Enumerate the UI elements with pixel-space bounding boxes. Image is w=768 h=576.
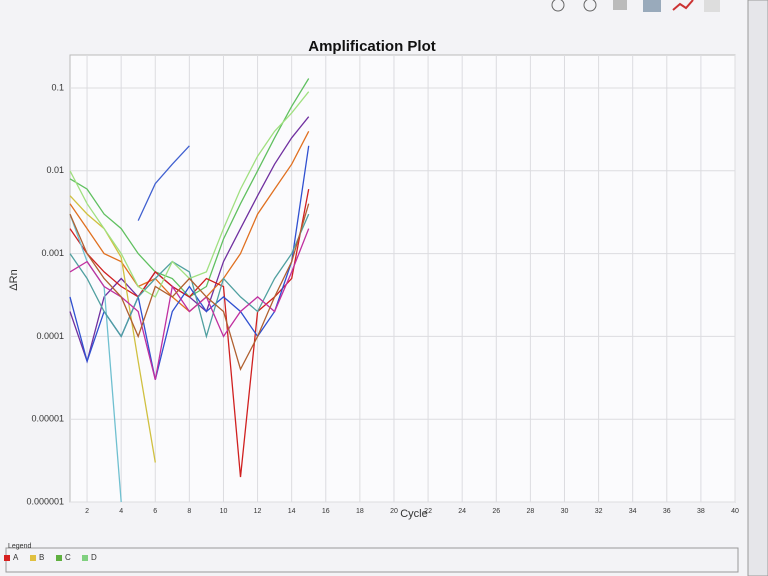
legend-swatch (56, 555, 62, 561)
x-tick-label: 34 (629, 508, 637, 515)
y-tick-label: 0.001 (41, 248, 64, 258)
x-tick-label: 14 (288, 508, 296, 515)
amplification-curve (69, 195, 156, 463)
x-tick-label: 16 (322, 508, 330, 515)
zoom-out-icon[interactable] (583, 0, 597, 12)
x-tick-label: 28 (526, 508, 534, 515)
legend-swatch (30, 555, 36, 561)
export-icon[interactable] (643, 0, 661, 12)
x-tick-label: 32 (595, 508, 603, 515)
amplification-curve (69, 188, 310, 478)
legend-label: A (13, 553, 19, 562)
legend-label: D (91, 553, 97, 562)
x-tick-label: 8 (187, 508, 191, 515)
y-axis-label: ΔRn (8, 269, 20, 290)
x-tick-label: 2 (85, 508, 89, 515)
y-tick-label: 0.01 (46, 165, 64, 175)
y-tick-label: 0.1 (51, 82, 64, 92)
x-tick-label: 26 (492, 508, 500, 515)
x-tick-label: 10 (220, 508, 228, 515)
graph-icon[interactable] (672, 0, 694, 11)
x-axis-label: Cycle (400, 508, 428, 520)
x-tick-label: 22 (424, 508, 432, 515)
plot-area (69, 54, 736, 503)
chart-title: Amplification Plot (308, 38, 436, 55)
x-tick-label: 38 (697, 508, 705, 515)
legend-swatch (82, 555, 88, 561)
legend-label: B (39, 553, 44, 562)
x-tick-label: 36 (663, 508, 671, 515)
x-tick-label: 40 (731, 508, 739, 515)
amplification-curve (137, 145, 190, 221)
toolbar (551, 0, 720, 12)
amplification-curve (69, 213, 310, 339)
y-tick-label: 0.00001 (31, 414, 64, 424)
x-tick-label: 6 (153, 508, 157, 515)
x-tick-label: 24 (458, 508, 466, 515)
x-tick-label: 4 (119, 508, 123, 515)
options-icon[interactable] (704, 0, 720, 12)
amplification-curve (69, 228, 310, 380)
legend-swatch (4, 555, 10, 561)
x-tick-label: 30 (561, 508, 569, 515)
zoom-in-icon[interactable] (551, 0, 565, 12)
legend-label: C (65, 553, 71, 562)
y-tick-label: 0.000001 (26, 496, 64, 506)
legend-title: Legend (8, 543, 31, 550)
legend: Legend A B C D (4, 543, 97, 562)
x-tick-label: 12 (254, 508, 262, 515)
x-tick-label: 18 (356, 508, 364, 515)
amplification-curve (69, 203, 310, 372)
y-tick-label: 0.0001 (36, 331, 64, 341)
side-panel (747, 0, 768, 576)
print-icon[interactable] (613, 0, 627, 10)
x-tick-label: 20 (390, 508, 398, 515)
